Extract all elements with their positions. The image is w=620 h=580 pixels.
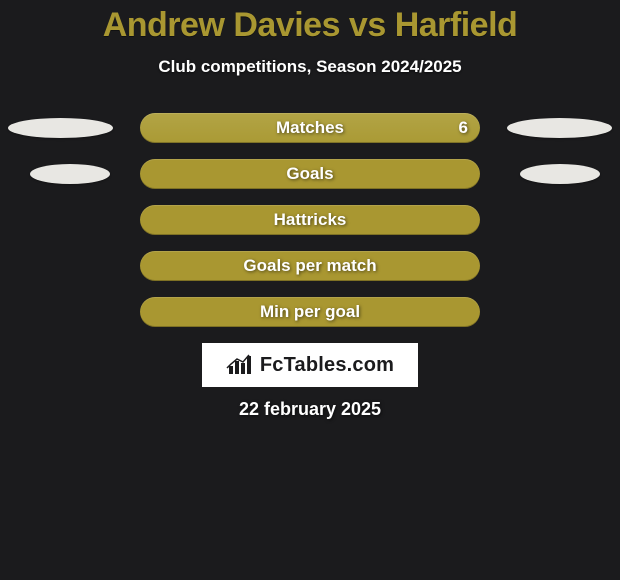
row-goals: Goals — [0, 159, 620, 189]
fctables-logo: FcTables.com — [202, 343, 418, 387]
bar-chart-icon — [226, 354, 254, 376]
page-title: Andrew Davies vs Harfield — [0, 0, 620, 45]
fctables-logo-text: FcTables.com — [260, 354, 394, 377]
row-hattricks: Hattricks — [0, 205, 620, 235]
subtitle: Club competitions, Season 2024/2025 — [0, 57, 620, 77]
right-marker-goals — [520, 164, 600, 184]
bar-matches — [140, 113, 480, 143]
bar-value-right-matches: 6 — [459, 113, 468, 143]
bar-goals — [140, 159, 480, 189]
bar-hattricks — [140, 205, 480, 235]
bar-goals-per-match — [140, 251, 480, 281]
row-matches: Matches 6 — [0, 113, 620, 143]
row-goals-per-match: Goals per match — [0, 251, 620, 281]
right-marker-matches — [507, 118, 612, 138]
comparison-rows: Matches 6 Goals Hattricks Goals per matc… — [0, 113, 620, 327]
bar-min-per-goal — [140, 297, 480, 327]
snapshot-date: 22 february 2025 — [0, 399, 620, 420]
row-min-per-goal: Min per goal — [0, 297, 620, 327]
left-marker-goals — [30, 164, 110, 184]
left-marker-matches — [8, 118, 113, 138]
